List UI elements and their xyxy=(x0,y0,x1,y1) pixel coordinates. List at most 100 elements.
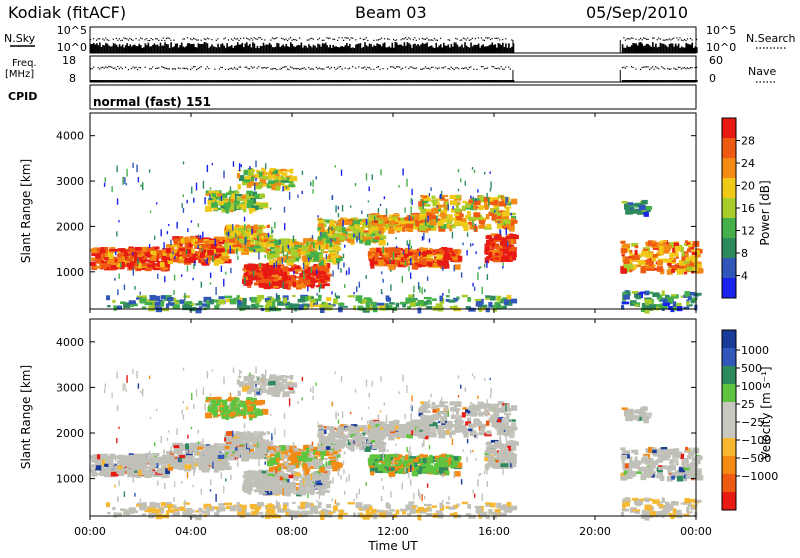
power-point xyxy=(319,287,320,292)
nsearch-dot xyxy=(334,39,335,40)
freq-bar xyxy=(678,80,680,82)
freq-bar xyxy=(101,80,103,82)
nsky-bar xyxy=(134,45,136,53)
power-point xyxy=(272,270,280,275)
nsearch-dot xyxy=(460,40,461,41)
nsearch-dot xyxy=(205,39,206,40)
power-point xyxy=(124,285,125,291)
power-point xyxy=(238,237,239,240)
nsearch-dot xyxy=(355,39,356,40)
power-point xyxy=(335,205,336,212)
nsky-bar xyxy=(507,48,509,53)
freq-bar xyxy=(220,80,222,82)
power-point xyxy=(290,176,297,179)
power-point xyxy=(198,223,199,227)
power-point xyxy=(425,218,426,226)
power-point xyxy=(400,262,405,265)
nave-dot xyxy=(231,68,232,69)
power-point xyxy=(214,299,218,302)
power-point xyxy=(475,199,476,202)
nave-dot xyxy=(331,67,332,68)
nsky-bar xyxy=(196,47,198,53)
nsearch-dot xyxy=(99,38,100,39)
power-point xyxy=(261,236,264,239)
power-point xyxy=(448,289,449,293)
nave-dot xyxy=(648,66,649,67)
nsky-bar xyxy=(160,43,162,53)
nsky-bar xyxy=(145,43,147,53)
power-point xyxy=(366,220,367,226)
nsky-bar xyxy=(669,44,671,53)
nave-dot xyxy=(449,68,450,69)
nsearch-dot xyxy=(663,40,664,41)
freq-bar xyxy=(319,80,321,82)
nave-dot xyxy=(252,67,253,68)
power-point xyxy=(389,260,390,264)
power-point xyxy=(486,214,490,219)
power-point xyxy=(386,303,389,309)
freq-bar xyxy=(479,80,481,82)
freq-bar xyxy=(307,80,309,82)
power-point xyxy=(265,163,266,169)
power-point xyxy=(235,194,241,196)
nsearch-dot xyxy=(284,39,285,40)
power-point xyxy=(282,246,283,252)
power-point xyxy=(411,189,412,195)
freq-bar xyxy=(425,80,427,82)
power-point xyxy=(193,198,194,203)
nsearch-dot xyxy=(408,37,409,38)
nsearch-dot xyxy=(416,40,417,41)
power-point xyxy=(218,242,224,244)
nsky-bar xyxy=(690,45,692,53)
power-point xyxy=(276,293,277,299)
power-point xyxy=(239,163,240,171)
power-point xyxy=(272,171,276,174)
freq-bar xyxy=(434,80,436,82)
nsky-bar xyxy=(493,45,495,53)
power-point xyxy=(231,193,234,199)
power-point xyxy=(645,206,652,210)
power-point xyxy=(318,236,321,241)
power-point xyxy=(458,169,459,172)
nsky-bar xyxy=(229,46,231,53)
velocity-point xyxy=(171,451,178,453)
nsky-bar xyxy=(311,47,313,53)
nsky-bar xyxy=(117,47,119,53)
power-point xyxy=(396,246,397,248)
nsky-bar xyxy=(490,45,492,53)
nsky-bar xyxy=(464,42,466,53)
nsky-bar xyxy=(261,46,263,53)
power-point xyxy=(315,244,320,248)
nsearch-dot xyxy=(640,38,641,39)
power-point xyxy=(336,296,340,299)
nsearch-dot xyxy=(498,38,499,39)
power-point xyxy=(495,258,500,260)
nsky-bar xyxy=(628,47,630,53)
power-point xyxy=(511,218,515,220)
power-point xyxy=(441,191,442,199)
power-point xyxy=(468,308,475,312)
nsky-bar xyxy=(443,43,445,53)
power-point xyxy=(448,204,449,210)
freq-bar xyxy=(302,80,304,82)
power-point xyxy=(442,293,443,296)
nave-dot xyxy=(685,68,686,69)
nsky-label: N.Sky xyxy=(4,32,36,45)
nave-dot xyxy=(264,67,265,68)
nsky-bar xyxy=(660,43,662,53)
nsearch-dot xyxy=(128,39,129,40)
power-point xyxy=(356,286,357,292)
power-point xyxy=(274,263,275,268)
power-point xyxy=(287,252,288,259)
freq-bar xyxy=(104,80,106,82)
nsky-bar xyxy=(234,46,236,53)
power-point xyxy=(105,177,106,182)
nave-dot xyxy=(369,67,370,68)
power-point xyxy=(467,232,468,236)
freq-bar xyxy=(278,80,280,82)
nave-dot xyxy=(149,68,150,69)
nsky-bar xyxy=(626,46,628,53)
freq-bar xyxy=(346,80,348,82)
nsearch-dot xyxy=(470,39,471,40)
nsky-bar xyxy=(260,46,262,53)
